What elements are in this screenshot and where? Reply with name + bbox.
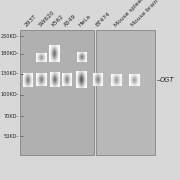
Text: HeLa: HeLa bbox=[78, 14, 92, 28]
Text: 250KD-: 250KD- bbox=[0, 34, 19, 39]
Text: 50KD-: 50KD- bbox=[3, 134, 19, 139]
Bar bbox=[96, 30, 155, 155]
Text: BT474: BT474 bbox=[94, 11, 111, 28]
Text: K562: K562 bbox=[51, 14, 65, 28]
Text: Mouse brain: Mouse brain bbox=[130, 0, 160, 28]
Text: Mouse spleen: Mouse spleen bbox=[113, 0, 145, 28]
Text: 293T: 293T bbox=[24, 14, 38, 28]
Text: OGT: OGT bbox=[160, 77, 174, 83]
Text: 130KD-: 130KD- bbox=[0, 71, 19, 76]
Text: A549: A549 bbox=[63, 14, 77, 28]
Text: 100KD-: 100KD- bbox=[0, 93, 19, 98]
Bar bbox=[20, 30, 94, 155]
Text: 180KD-: 180KD- bbox=[0, 51, 19, 56]
Text: 70KD-: 70KD- bbox=[3, 114, 19, 119]
Text: SW620: SW620 bbox=[37, 10, 55, 28]
